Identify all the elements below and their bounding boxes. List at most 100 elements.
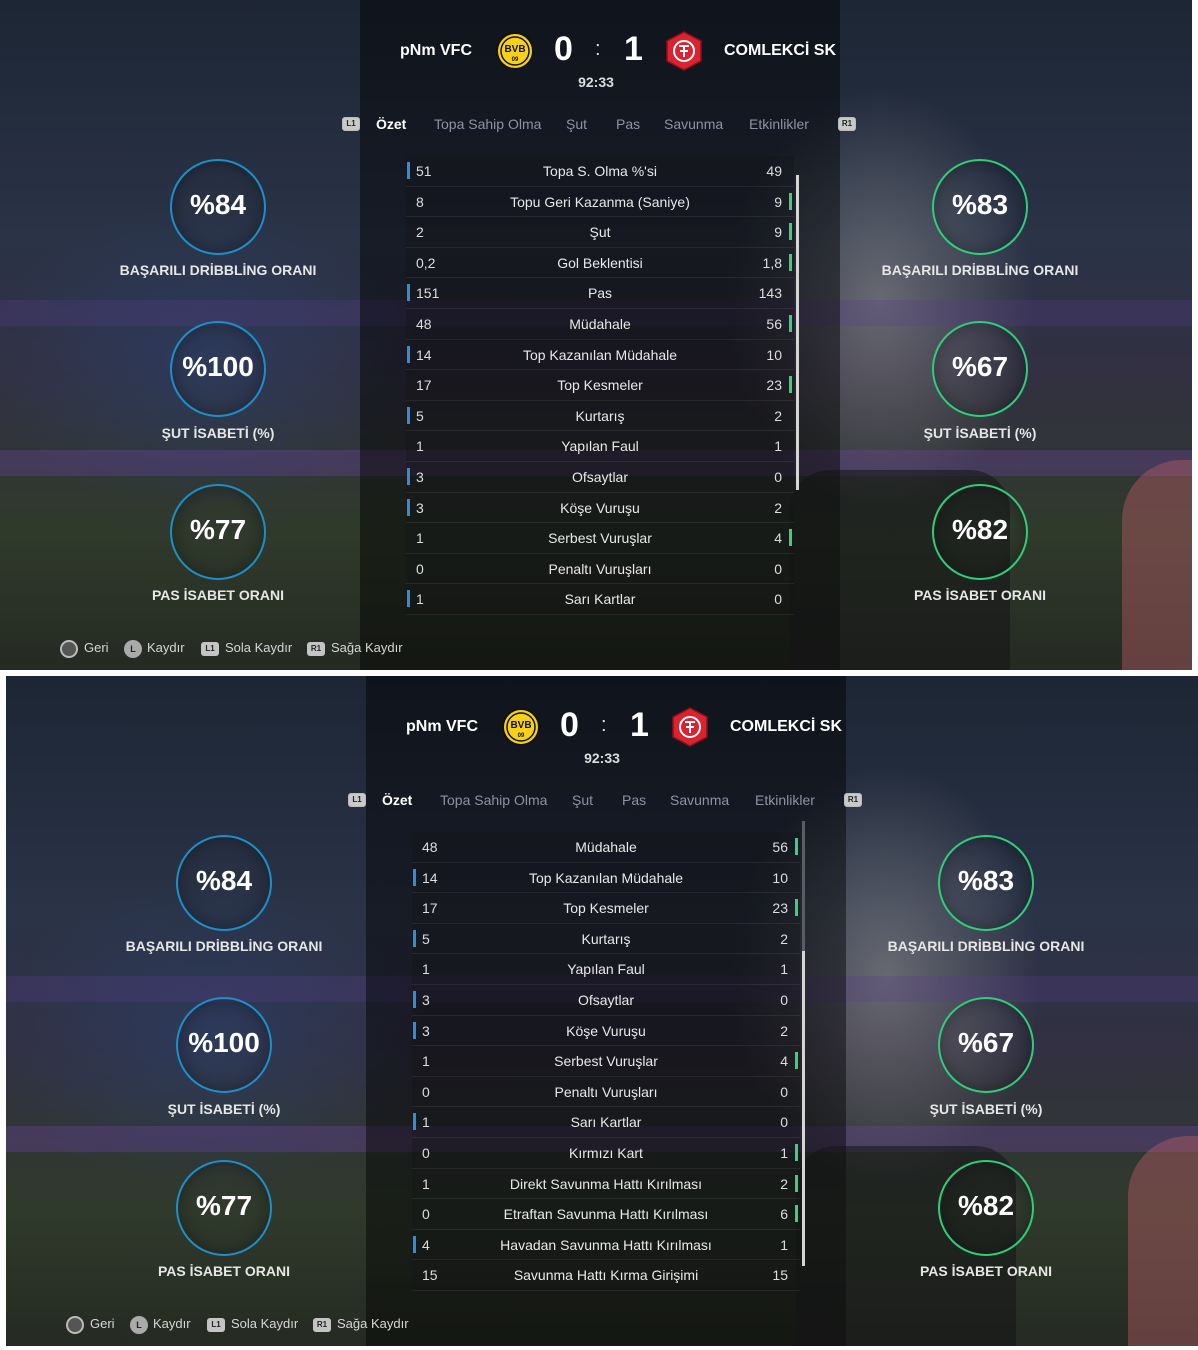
- stat-home-value: 0,2: [416, 254, 436, 271]
- tab-sut[interactable]: Şut: [572, 792, 594, 808]
- tab-ozet[interactable]: Özet: [382, 792, 413, 808]
- stat-home-value: 17: [422, 900, 438, 917]
- tab-pas[interactable]: Pas: [616, 116, 641, 132]
- tab-topa-sahip-olma[interactable]: Topa Sahip Olma: [440, 792, 548, 808]
- stat-away-value: 6: [780, 1206, 788, 1223]
- tab-topa-sahip-olma[interactable]: Topa Sahip Olma: [434, 116, 542, 132]
- tab-ozet[interactable]: Özet: [376, 116, 407, 132]
- scroll-left-hint[interactable]: Sola Kaydır: [231, 1316, 299, 1331]
- tab-sut[interactable]: Şut: [566, 116, 588, 132]
- stat-name: Yapılan Faul: [561, 438, 639, 455]
- tab-pas[interactable]: Pas: [622, 792, 647, 808]
- stat-name: Etraftan Savunma Hattı Kırılması: [503, 1206, 709, 1223]
- circle-button-icon: [60, 640, 78, 658]
- stat-row: 1 Sarı Kartlar 0: [412, 1107, 800, 1138]
- tab-etkinlikler[interactable]: Etkinlikler: [755, 792, 815, 808]
- away-pass-accuracy-ring: %82: [938, 1160, 1034, 1256]
- scroll-right-hint[interactable]: Sağa Kaydır: [331, 640, 403, 655]
- left-stick-icon: L: [130, 1316, 148, 1334]
- stat-row: 14 Top Kazanılan Müdahale 10: [406, 339, 794, 371]
- stats-table[interactable]: 48 Müdahale 56 14 Top Kazanılan Müdahale 10 17…: [412, 832, 800, 1291]
- back-hint[interactable]: Geri: [84, 640, 109, 655]
- stat-away-value: 2: [780, 930, 788, 947]
- home-pass-accuracy-ring: %77: [176, 1160, 272, 1256]
- home-lead-indicator: [413, 1021, 416, 1039]
- home-dribbling-value: %84: [195, 865, 253, 896]
- stats-table[interactable]: 51 Topa S. Olma %'si 49 8 Topu Geri Kazanma …: [406, 156, 794, 615]
- stat-away-value: 1: [774, 438, 782, 455]
- stat-away-value: 1: [780, 1144, 788, 1161]
- stat-name: Top Kesmeler: [557, 377, 643, 394]
- stats-scrollbar[interactable]: [796, 175, 799, 490]
- away-dribbling-value: %83: [957, 865, 1015, 896]
- home-dribbling-value: %84: [189, 189, 247, 220]
- scroll-right-hint[interactable]: Sağa Kaydır: [337, 1316, 409, 1331]
- stat-row: 0,2 Gol Beklentisi 1,8: [406, 247, 794, 279]
- stats-scrollbar[interactable]: [802, 821, 805, 1266]
- stat-away-value: 143: [758, 285, 782, 302]
- home-lead-indicator: [407, 162, 410, 179]
- l1-button-icon[interactable]: L1: [342, 117, 360, 131]
- stat-home-value: 0: [422, 1083, 430, 1100]
- r1-button-icon: R1: [313, 1318, 331, 1332]
- stat-name: Sarı Kartlar: [564, 591, 636, 608]
- stat-name: Top Kazanılan Müdahale: [528, 869, 684, 886]
- tab-etkinlikler[interactable]: Etkinlikler: [749, 116, 809, 132]
- match-clock: 92:33: [584, 750, 620, 766]
- stat-away-value: 4: [780, 1053, 788, 1070]
- stat-row: 2 Şut 9: [406, 217, 794, 248]
- scroll-left-hint[interactable]: Sola Kaydır: [225, 640, 293, 655]
- stat-away-value: 2: [780, 1022, 788, 1039]
- stat-name: Müdahale: [569, 315, 631, 332]
- away-pass-accuracy-value: %82: [957, 1190, 1015, 1221]
- stat-away-value: 23: [772, 900, 788, 917]
- home-score: 0: [554, 30, 573, 68]
- r1-button-icon: R1: [307, 642, 325, 656]
- home-lead-indicator: [407, 498, 410, 516]
- home-pass-accuracy-ring: %77: [170, 484, 266, 580]
- home-team-logo: BVB 09: [496, 32, 534, 70]
- stats-tab-bar: L1 Özet Topa Sahip Olma Şut Pas Savunma …: [340, 116, 860, 138]
- scoreboard: pNm VFC BVB 09 0 : 1 COMLEKCİ SK 92:33: [6, 704, 1198, 774]
- home-lead-indicator: [407, 406, 410, 424]
- stat-row: 17 Top Kesmeler 23: [412, 893, 800, 924]
- stat-row: 151 Pas 143: [406, 278, 794, 309]
- stat-name: Serbest Vuruşlar: [548, 530, 652, 547]
- stat-name: Topu Geri Kazanma (Saniye): [510, 193, 690, 210]
- stat-home-value: 0: [422, 1206, 430, 1223]
- svg-text:BVB: BVB: [504, 44, 525, 55]
- stat-away-value: 49: [766, 163, 782, 179]
- tab-savunma[interactable]: Savunma: [664, 116, 724, 132]
- stat-name: Kurtarış: [581, 930, 631, 947]
- away-lead-indicator: [789, 529, 792, 547]
- away-pass-accuracy-label: PAS İSABET ORANI: [914, 587, 1046, 603]
- l1-button-icon: L1: [201, 642, 219, 656]
- stat-away-value: 1: [780, 961, 788, 978]
- tab-savunma[interactable]: Savunma: [670, 792, 730, 808]
- home-dribbling-label: BAŞARILI DRİBBLİNG ORANI: [119, 262, 317, 278]
- scrollbar-thumb[interactable]: [796, 175, 799, 490]
- l1-button-icon[interactable]: L1: [348, 793, 366, 807]
- scroll-hint[interactable]: Kaydır: [147, 640, 185, 655]
- away-lead-indicator: [789, 253, 792, 271]
- controls-footer: Geri L Kaydır L1 Sola Kaydır R1 Sağa Kay…: [64, 1316, 464, 1338]
- scrollbar-thumb[interactable]: [802, 951, 805, 1266]
- stat-row: 51 Topa S. Olma %'si 49: [406, 156, 794, 187]
- stat-away-value: 1: [780, 1236, 788, 1253]
- stat-home-value: 3: [422, 991, 430, 1008]
- stat-home-value: 1: [422, 1175, 430, 1192]
- stat-name: Sarı Kartlar: [570, 1114, 642, 1131]
- r1-button-icon[interactable]: R1: [838, 117, 856, 131]
- r1-button-icon[interactable]: R1: [844, 793, 862, 807]
- away-score: 1: [630, 706, 649, 744]
- away-lead-indicator: [795, 1143, 798, 1161]
- home-lead-indicator: [413, 1235, 416, 1253]
- stat-home-value: 1: [416, 530, 424, 547]
- back-hint[interactable]: Geri: [90, 1316, 115, 1331]
- stat-row: 14 Top Kazanılan Müdahale 10: [412, 862, 800, 894]
- scroll-hint[interactable]: Kaydır: [153, 1316, 191, 1331]
- home-shot-accuracy-ring: %100: [170, 321, 266, 417]
- stat-home-value: 1: [422, 1053, 430, 1070]
- away-lead-indicator: [795, 899, 798, 917]
- stat-away-value: 9: [774, 193, 782, 210]
